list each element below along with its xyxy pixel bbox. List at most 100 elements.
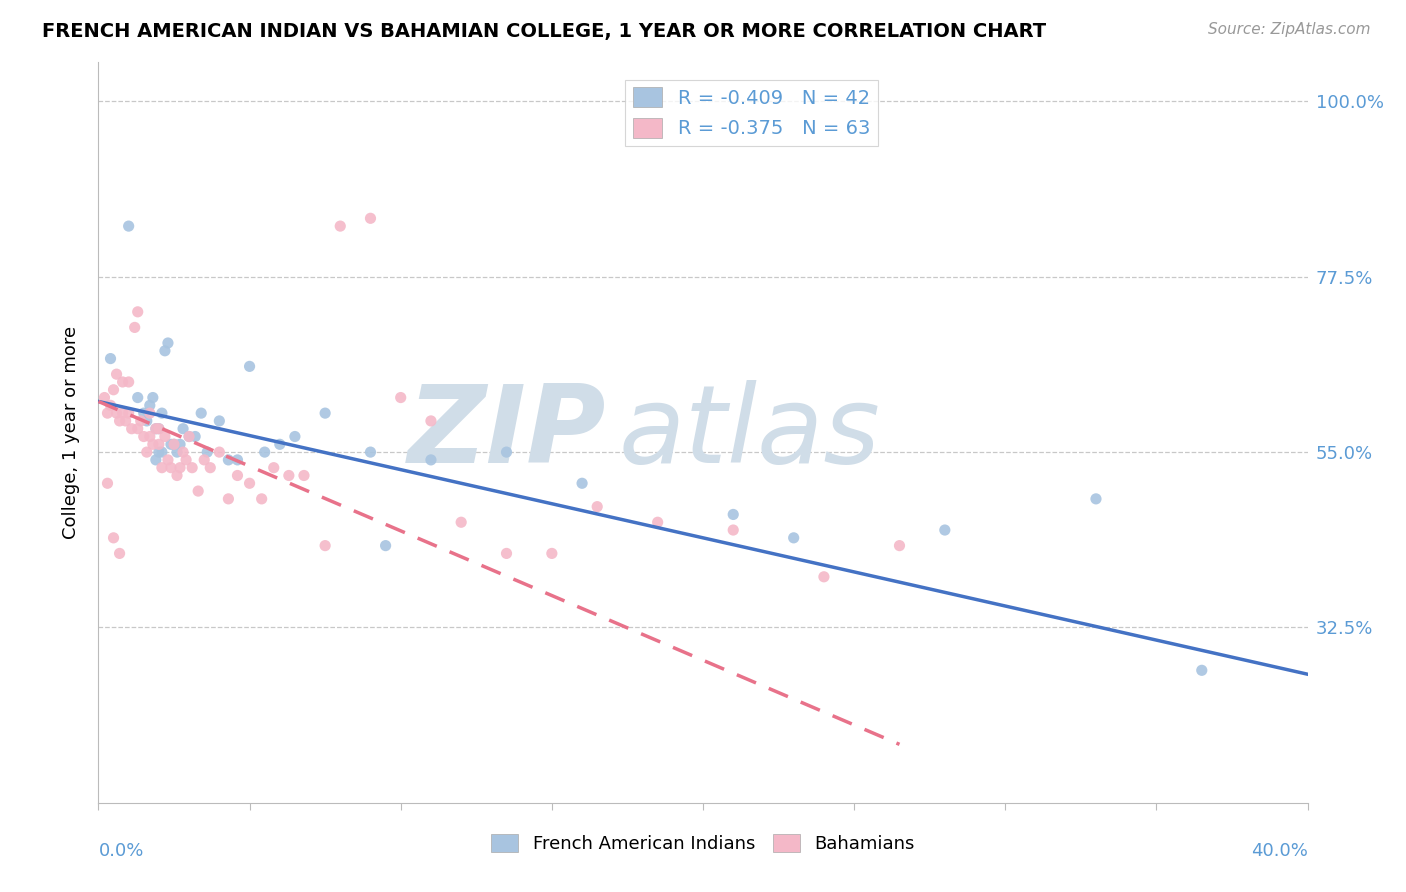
Point xyxy=(179,429,201,443)
Point xyxy=(93,391,115,405)
Point xyxy=(200,460,222,475)
Point xyxy=(163,437,186,451)
Point xyxy=(647,515,669,529)
Point xyxy=(208,445,231,459)
Point xyxy=(148,422,170,436)
Point xyxy=(195,445,218,459)
Point xyxy=(142,437,165,451)
Point xyxy=(239,359,262,374)
Point xyxy=(121,422,143,436)
Point xyxy=(103,383,125,397)
Point xyxy=(108,546,131,560)
Point xyxy=(111,375,134,389)
Point xyxy=(127,422,149,436)
Point xyxy=(217,453,239,467)
Point xyxy=(150,406,173,420)
Point xyxy=(166,445,188,459)
Point xyxy=(187,484,209,499)
Point xyxy=(103,531,125,545)
Point xyxy=(172,445,194,459)
Text: atlas: atlas xyxy=(619,380,880,485)
Text: FRENCH AMERICAN INDIAN VS BAHAMIAN COLLEGE, 1 YEAR OR MORE CORRELATION CHART: FRENCH AMERICAN INDIAN VS BAHAMIAN COLLE… xyxy=(42,22,1046,41)
Point xyxy=(135,414,157,428)
Point xyxy=(420,453,443,467)
Point xyxy=(145,422,167,436)
Text: 40.0%: 40.0% xyxy=(1251,842,1308,860)
Point xyxy=(586,500,609,514)
Point xyxy=(1085,491,1108,506)
Point xyxy=(105,367,128,381)
Point xyxy=(723,523,745,537)
Point xyxy=(160,460,183,475)
Point xyxy=(783,531,806,545)
Point xyxy=(135,445,157,459)
Point xyxy=(420,414,443,428)
Point xyxy=(360,445,382,459)
Point xyxy=(148,437,170,451)
Point xyxy=(118,375,141,389)
Legend: French American Indians, Bahamians: French American Indians, Bahamians xyxy=(484,827,922,861)
Point xyxy=(111,406,134,420)
Point xyxy=(723,508,745,522)
Point xyxy=(314,406,336,420)
Point xyxy=(1191,663,1213,677)
Point xyxy=(142,391,165,405)
Point xyxy=(163,437,186,451)
Point xyxy=(450,515,472,529)
Point xyxy=(250,491,273,506)
Point xyxy=(169,460,191,475)
Point xyxy=(292,468,315,483)
Point xyxy=(139,429,162,443)
Point xyxy=(179,429,201,443)
Point xyxy=(139,406,162,420)
Point xyxy=(389,391,412,405)
Point xyxy=(263,460,285,475)
Point xyxy=(160,437,183,451)
Point xyxy=(217,491,239,506)
Point xyxy=(156,336,179,351)
Point xyxy=(329,219,352,233)
Point xyxy=(150,460,173,475)
Point xyxy=(360,211,382,226)
Point xyxy=(284,429,307,443)
Point xyxy=(239,476,262,491)
Point xyxy=(96,406,118,420)
Point xyxy=(114,414,136,428)
Point xyxy=(495,546,517,560)
Point xyxy=(118,406,141,420)
Point xyxy=(314,539,336,553)
Point xyxy=(145,453,167,467)
Y-axis label: College, 1 year or more: College, 1 year or more xyxy=(62,326,80,539)
Point xyxy=(148,422,170,436)
Point xyxy=(226,468,249,483)
Point xyxy=(174,453,197,467)
Point xyxy=(118,219,141,233)
Point xyxy=(181,460,204,475)
Point xyxy=(571,476,593,491)
Point xyxy=(934,523,956,537)
Point xyxy=(226,453,249,467)
Point xyxy=(148,445,170,459)
Point xyxy=(813,570,835,584)
Point xyxy=(108,414,131,428)
Point xyxy=(169,437,191,451)
Point xyxy=(145,422,167,436)
Point xyxy=(139,398,162,412)
Text: Source: ZipAtlas.com: Source: ZipAtlas.com xyxy=(1208,22,1371,37)
Point xyxy=(96,476,118,491)
Point xyxy=(127,391,149,405)
Point xyxy=(172,422,194,436)
Point xyxy=(153,343,176,358)
Text: 0.0%: 0.0% xyxy=(98,842,143,860)
Point xyxy=(105,406,128,420)
Point xyxy=(193,453,215,467)
Text: ZIP: ZIP xyxy=(408,380,606,485)
Point xyxy=(127,305,149,319)
Point xyxy=(132,429,155,443)
Point xyxy=(184,429,207,443)
Point xyxy=(208,414,231,428)
Point xyxy=(100,351,122,366)
Point xyxy=(132,406,155,420)
Point xyxy=(190,406,212,420)
Point xyxy=(129,414,152,428)
